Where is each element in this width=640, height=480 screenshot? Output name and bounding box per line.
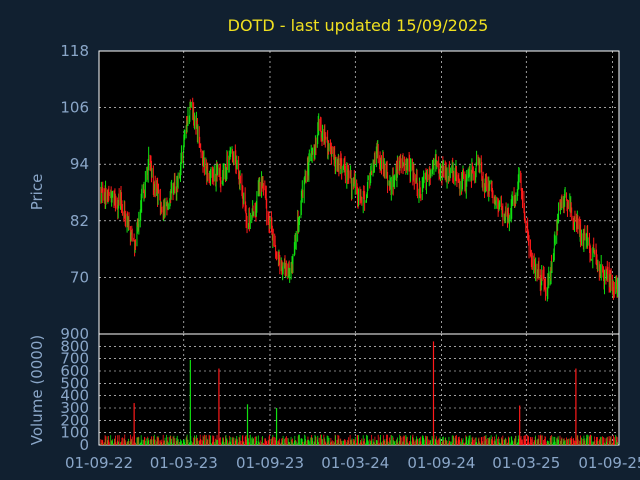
price-tick-label: 106 [60,99,89,117]
x-tick-label: 01-09-23 [236,454,304,472]
price-tick-label: 94 [70,155,89,173]
volume-tick-label: 800 [60,337,89,355]
price-tick-label: 70 [70,268,89,286]
volume-axis-label: Volume (0000) [28,335,46,445]
volume-plot-area [98,333,620,446]
price-panel: 70 82 94 106 118 [60,42,620,335]
price-tick-label: 118 [60,42,89,60]
volume-tick-label: 600 [60,362,89,380]
volume-tick-label: 400 [60,387,89,405]
price-axis-label: Price [28,174,46,211]
volume-tick-label: 900 [60,325,89,343]
volume-tick-label: 0 [79,436,89,454]
volume-tick-label: 200 [60,411,89,429]
volume-tick-label: 100 [60,424,89,442]
x-tick-label: 01-03-23 [150,454,218,472]
volume-tick-label: 700 [60,350,89,368]
price-tick-label: 82 [70,212,89,230]
chart-title: DOTD - last updated 15/09/2025 [228,16,489,35]
x-axis-ticks: 01-09-22 01-03-23 01-09-23 01-03-24 01-09-24… [65,454,640,472]
x-tick-label: 01-03-25 [492,454,560,472]
volume-tick-label: 500 [60,374,89,392]
x-tick-label: 01-03-24 [321,454,389,472]
volume-tick-label: 300 [60,399,89,417]
x-tick-label: 01-09-25 [578,454,640,472]
x-tick-label: 01-09-24 [407,454,475,472]
x-tick-label: 01-09-22 [65,454,133,472]
